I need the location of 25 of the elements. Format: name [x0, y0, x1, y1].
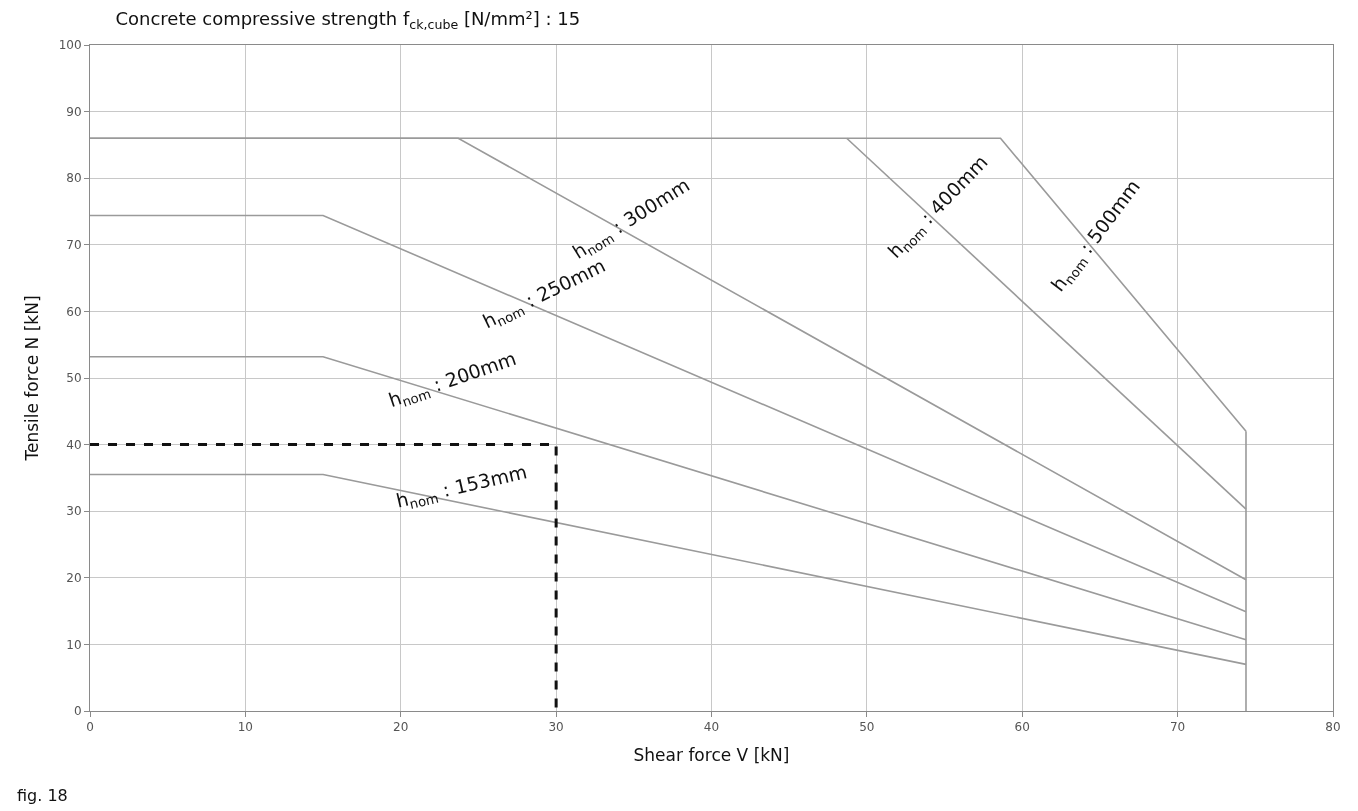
- y-tick-label: 90: [66, 104, 82, 119]
- y-axis-title: Tensile force N [kN]: [22, 295, 43, 462]
- y-tick-label: 40: [66, 437, 82, 452]
- x-tick-label: 70: [1169, 720, 1186, 735]
- y-tick-label: 80: [66, 171, 82, 186]
- y-tick-label: 20: [66, 571, 82, 585]
- y-tick-label: 50: [66, 371, 82, 386]
- y-tick-label: 0: [73, 704, 82, 719]
- x-tick-label: 60: [1014, 720, 1030, 735]
- y-tick-label: 100: [58, 38, 82, 53]
- x-tick-label: 20: [393, 720, 409, 735]
- caption: fig. 18: [17, 786, 68, 805]
- x-tick-label: 80: [1325, 720, 1341, 735]
- y-tick-label: 30: [66, 504, 82, 519]
- chart-title: Concrete compressive strength f$_{ck,cube}$ [N/mm²] : 15: [115, 7, 581, 32]
- x-tick-label: 50: [859, 720, 875, 735]
- x-tick-label: 30: [548, 720, 564, 735]
- x-tick-label: 10: [237, 720, 254, 735]
- x-tick-label: 0: [86, 720, 94, 735]
- y-tick-label: 70: [66, 238, 82, 252]
- y-tick-label: 60: [66, 304, 82, 319]
- y-tick-label: 10: [66, 637, 82, 652]
- x-tick-label: 40: [703, 720, 720, 735]
- text: h$_{nom}$ : 153mm: [394, 460, 530, 515]
- x-axis-title: Shear force V [kN]: [633, 744, 790, 765]
